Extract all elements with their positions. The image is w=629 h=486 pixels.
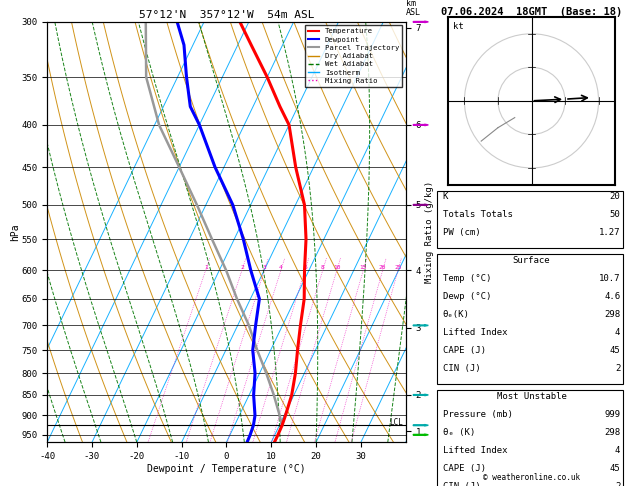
Text: θₑ (K): θₑ (K): [443, 428, 475, 437]
Text: CAPE (J): CAPE (J): [443, 346, 486, 355]
Text: 1.27: 1.27: [599, 228, 620, 238]
X-axis label: Dewpoint / Temperature (°C): Dewpoint / Temperature (°C): [147, 464, 306, 474]
Text: CIN (J): CIN (J): [443, 482, 481, 486]
Text: 2: 2: [615, 364, 620, 373]
Text: 07.06.2024  18GMT  (Base: 18): 07.06.2024 18GMT (Base: 18): [441, 7, 622, 17]
Text: Lifted Index: Lifted Index: [443, 446, 508, 455]
Text: 4: 4: [615, 328, 620, 337]
Text: K: K: [443, 192, 448, 202]
Text: 298: 298: [604, 310, 620, 319]
Text: PW (cm): PW (cm): [443, 228, 481, 238]
Text: 3: 3: [262, 265, 266, 270]
Text: Pressure (mb): Pressure (mb): [443, 410, 513, 419]
Text: 2: 2: [240, 265, 244, 270]
Text: θₑ(K): θₑ(K): [443, 310, 470, 319]
Text: 25: 25: [394, 265, 402, 270]
Text: 45: 45: [610, 346, 620, 355]
Text: 4: 4: [615, 446, 620, 455]
Text: 45: 45: [610, 464, 620, 473]
Text: Lifted Index: Lifted Index: [443, 328, 508, 337]
Text: 50: 50: [610, 210, 620, 220]
Text: 1: 1: [204, 265, 208, 270]
Text: 4: 4: [279, 265, 283, 270]
Text: © weatheronline.co.uk: © weatheronline.co.uk: [483, 473, 580, 482]
Text: km
ASL: km ASL: [406, 0, 421, 17]
Text: 20: 20: [379, 265, 386, 270]
Y-axis label: hPa: hPa: [10, 223, 20, 241]
Text: 999: 999: [604, 410, 620, 419]
Text: 8: 8: [321, 265, 325, 270]
Text: Dewp (°C): Dewp (°C): [443, 292, 491, 301]
Text: 6: 6: [303, 265, 307, 270]
Text: 298: 298: [604, 428, 620, 437]
Legend: Temperature, Dewpoint, Parcel Trajectory, Dry Adiabat, Wet Adiabat, Isotherm, Mi: Temperature, Dewpoint, Parcel Trajectory…: [305, 25, 402, 87]
Text: 10: 10: [333, 265, 341, 270]
Text: 15: 15: [360, 265, 367, 270]
Text: CIN (J): CIN (J): [443, 364, 481, 373]
Text: Surface: Surface: [513, 256, 550, 265]
Text: kt: kt: [453, 22, 464, 31]
Text: 20: 20: [610, 192, 620, 202]
Text: Most Unstable: Most Unstable: [496, 392, 567, 401]
Text: 10.7: 10.7: [599, 274, 620, 283]
Text: LCL: LCL: [389, 418, 403, 427]
Text: CAPE (J): CAPE (J): [443, 464, 486, 473]
Text: Temp (°C): Temp (°C): [443, 274, 491, 283]
Y-axis label: Mixing Ratio (g/kg): Mixing Ratio (g/kg): [425, 181, 434, 283]
Text: 4.6: 4.6: [604, 292, 620, 301]
Text: 2: 2: [615, 482, 620, 486]
Text: Totals Totals: Totals Totals: [443, 210, 513, 220]
Title: 57°12'N  357°12'W  54m ASL: 57°12'N 357°12'W 54m ASL: [138, 10, 314, 20]
